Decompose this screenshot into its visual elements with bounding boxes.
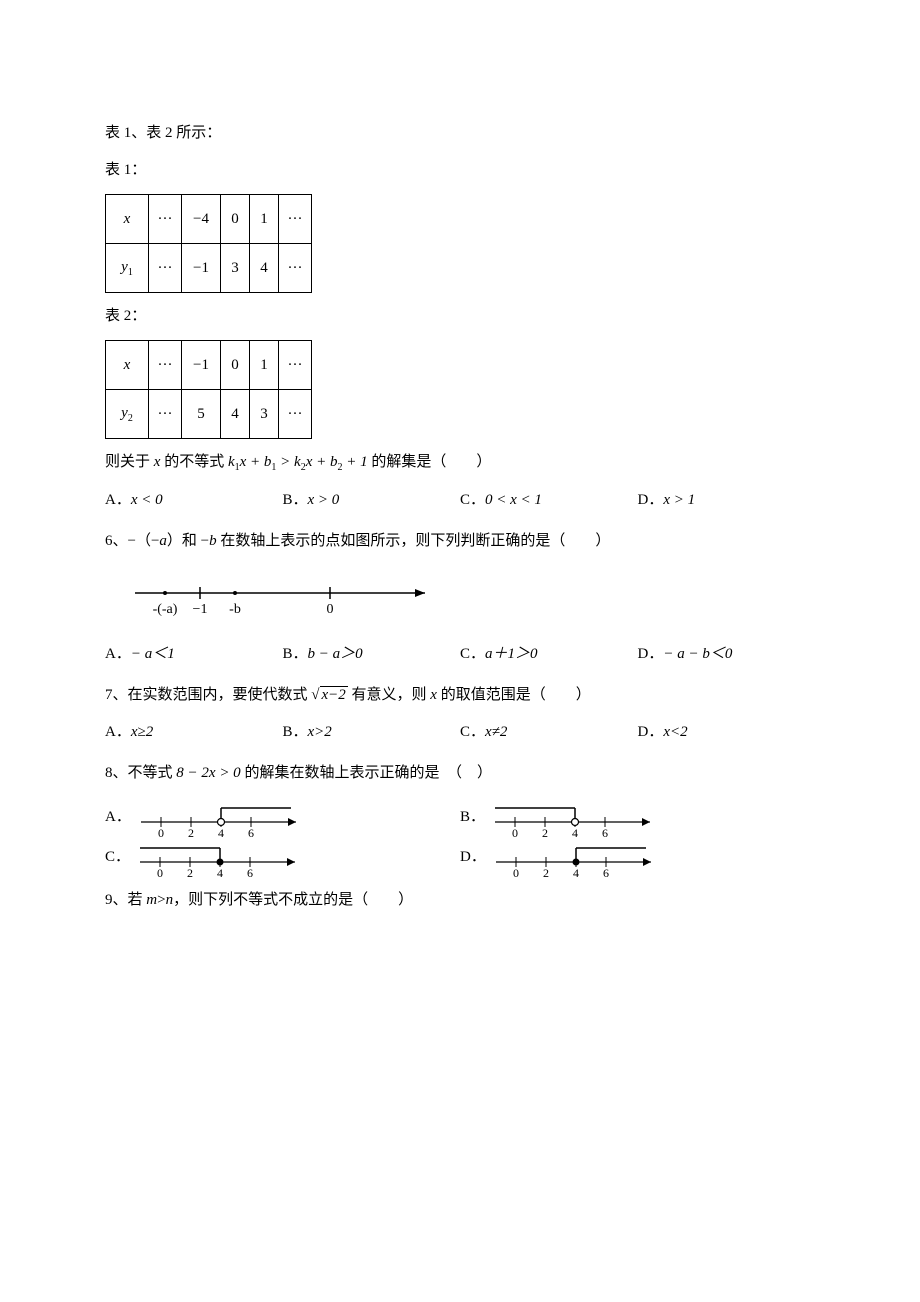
svg-text:0: 0 xyxy=(512,826,518,837)
q6-numberline: -(-a) −1 -b 0 xyxy=(125,573,815,623)
svg-text:6: 6 xyxy=(603,866,609,877)
svg-text:6: 6 xyxy=(247,866,253,877)
q8-opt-b-label: B． xyxy=(460,804,485,831)
cell: 0 xyxy=(221,341,250,390)
cell: 4 xyxy=(221,390,250,439)
cell: ··· xyxy=(149,341,182,390)
q8-opt-a-numberline: 0 2 4 6 xyxy=(131,797,311,837)
q8-opt-a-label: A． xyxy=(105,804,131,831)
svg-text:4: 4 xyxy=(217,866,223,877)
cell: x xyxy=(124,357,131,373)
q8-opt-d-numberline: 0 2 4 6 xyxy=(486,837,666,877)
q8-stem: 8、不等式 8 − 2x > 0 的解集在数轴上表示正确的是 （ ） xyxy=(105,760,815,787)
table-row: x ··· −4 0 1 ··· xyxy=(106,195,312,244)
svg-text:0: 0 xyxy=(327,602,334,617)
cell: x xyxy=(124,211,131,227)
svg-text:6: 6 xyxy=(248,826,254,837)
cell: ··· xyxy=(279,244,312,293)
svg-text:−1: −1 xyxy=(193,602,208,617)
q6-opt-c: C．a＋1＞0 xyxy=(460,641,638,668)
q9-stem: 9、若 m>n，则下列不等式不成立的是（ ） xyxy=(105,887,815,914)
q7-stem: 7、在实数范围内，要使代数式 x−2 有意义，则 x 的取值范围是（ ） xyxy=(105,682,815,709)
cell: ··· xyxy=(279,341,312,390)
q8-opt-d-label: D． xyxy=(460,844,486,871)
q8-opt-b-numberline: 0 2 4 6 xyxy=(485,797,665,837)
svg-text:0: 0 xyxy=(513,866,519,877)
cell: 5 xyxy=(182,390,221,439)
cell: −1 xyxy=(182,341,221,390)
q6-stem: 6、−（−a）和 −b 在数轴上表示的点如图所示，则下列判断正确的是（ ） xyxy=(105,528,815,555)
svg-text:4: 4 xyxy=(218,826,224,837)
q8-row2: C． 0 2 4 6 D． 0 2 4 6 xyxy=(105,837,815,877)
q7-options: A．x≥2 B．x>2 C．x≠2 D．x<2 xyxy=(105,719,815,746)
svg-text:6: 6 xyxy=(602,826,608,837)
table1-label: 表 1： xyxy=(105,157,815,184)
q7-opt-c: C．x≠2 xyxy=(460,719,638,746)
cell: ··· xyxy=(279,195,312,244)
q7-opt-d: D．x<2 xyxy=(638,719,816,746)
table-row: x ··· −1 0 1 ··· xyxy=(106,341,312,390)
svg-text:-b: -b xyxy=(229,602,241,617)
q5-opt-a: A．x < 0 xyxy=(105,487,283,514)
svg-text:2: 2 xyxy=(187,866,193,877)
q6-opt-d: D．− a − b＜0 xyxy=(638,641,816,668)
svg-text:2: 2 xyxy=(542,826,548,837)
nl-label: -(-a) xyxy=(153,602,178,617)
q8-row1: A． 0 2 4 6 B． 0 2 4 6 xyxy=(105,797,815,837)
intro-text: 表 1、表 2 所示： xyxy=(105,120,815,147)
table2: x ··· −1 0 1 ··· y2 ··· 5 4 3 ··· xyxy=(105,340,312,439)
cell: ··· xyxy=(149,390,182,439)
cell: 1 xyxy=(250,341,279,390)
q7-opt-a: A．x≥2 xyxy=(105,719,283,746)
q5-options: A．x < 0 B．x > 0 C．0 < x < 1 D．x > 1 xyxy=(105,487,815,514)
table2-label: 表 2： xyxy=(105,303,815,330)
cell: 3 xyxy=(250,390,279,439)
table1: x ··· −4 0 1 ··· y1 ··· −1 3 4 ··· xyxy=(105,194,312,293)
cell: ··· xyxy=(149,195,182,244)
q6-opt-a: A．− a＜1 xyxy=(105,641,283,668)
cell: ··· xyxy=(149,244,182,293)
q8-opt-c-label: C． xyxy=(105,844,130,871)
q8-opt-c-numberline: 0 2 4 6 xyxy=(130,837,310,877)
q5-opt-c: C．0 < x < 1 xyxy=(460,487,638,514)
q5-opt-d: D．x > 1 xyxy=(638,487,816,514)
cell: −4 xyxy=(182,195,221,244)
q5-stem: 则关于 x 的不等式 k1x + b1 > k2x + b2 + 1 的解集是（… xyxy=(105,449,815,477)
svg-text:4: 4 xyxy=(572,826,578,837)
q6-opt-b: B．b − a＞0 xyxy=(283,641,461,668)
table-row: y1 ··· −1 3 4 ··· xyxy=(106,244,312,293)
table-row: y2 ··· 5 4 3 ··· xyxy=(106,390,312,439)
cell: 1 xyxy=(250,195,279,244)
q5-opt-b: B．x > 0 xyxy=(283,487,461,514)
svg-text:0: 0 xyxy=(158,826,164,837)
cell: 3 xyxy=(221,244,250,293)
q6-options: A．− a＜1 B．b − a＞0 C．a＋1＞0 D．− a − b＜0 xyxy=(105,641,815,668)
cell: ··· xyxy=(279,390,312,439)
cell: 0 xyxy=(221,195,250,244)
q7-opt-b: B．x>2 xyxy=(283,719,461,746)
cell: −1 xyxy=(182,244,221,293)
svg-text:2: 2 xyxy=(188,826,194,837)
cell: 4 xyxy=(250,244,279,293)
svg-text:0: 0 xyxy=(157,866,163,877)
svg-text:4: 4 xyxy=(573,866,579,877)
svg-text:2: 2 xyxy=(543,866,549,877)
